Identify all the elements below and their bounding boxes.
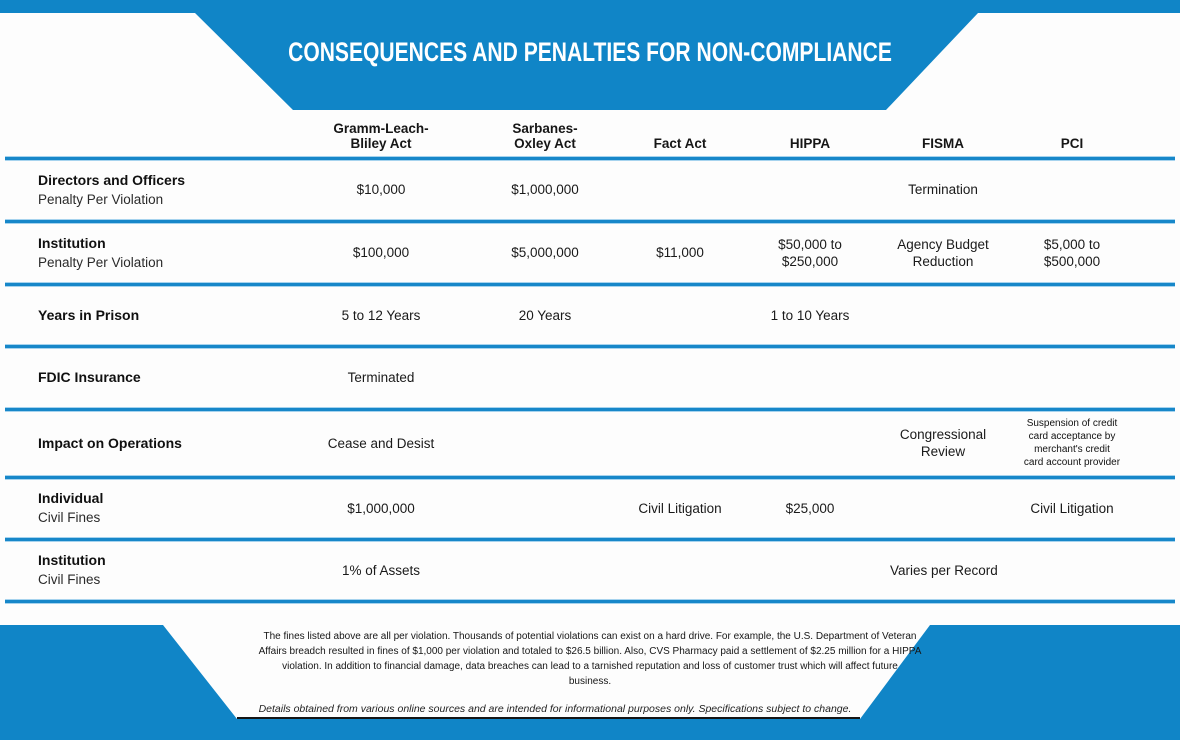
table-row: FDIC Insurance Terminated <box>0 346 1180 409</box>
table-cell: 1% of Assets <box>341 562 421 578</box>
table-cell: $25,000 <box>785 500 835 516</box>
separator-line <box>5 537 1175 542</box>
table-cell: Suspension of credit card acceptance by … <box>1023 418 1121 468</box>
row-label: Institution <box>38 234 106 251</box>
table-row: Directors and Officers Penalty Per Viola… <box>0 158 1180 221</box>
column-header-hippa: HIPPA <box>789 136 831 151</box>
footer-note: The fines listed above are all per viola… <box>258 631 922 687</box>
row-sublabel: Civil Fines <box>38 510 101 525</box>
row-label: FDIC Insurance <box>38 369 141 385</box>
table-cell: $1,000,000 <box>511 182 579 197</box>
table-row: Years in Prison 5 to 12 Years 20 Years 1… <box>0 284 1180 346</box>
table-cell: Cease and Desist <box>327 435 435 451</box>
row-label-cell: Directors and Officers Penalty Per Viola… <box>0 171 302 209</box>
row-sublabel: Civil Fines <box>38 572 101 587</box>
table-cell: Termination <box>908 182 978 197</box>
column-header-fisma: FISMA <box>922 136 964 151</box>
row-label-cell: Impact on Operations <box>0 434 302 453</box>
table-row: Individual Civil Fines $1,000,000 Civil … <box>0 477 1180 539</box>
separator-line <box>5 282 1175 287</box>
table-cell: $1,000,000 <box>347 500 415 516</box>
separator-line <box>5 156 1175 161</box>
row-label: Impact on Operations <box>38 434 182 451</box>
table-cell: $5,000,000 <box>511 245 579 260</box>
row-label: Years in Prison <box>38 306 140 323</box>
row-label: Institution <box>38 552 106 568</box>
divider-line <box>237 717 860 719</box>
table-cell: 1 to 10 Years <box>770 307 850 323</box>
page-title: CONSEQUENCES AND PENALTIES FOR NON-COMPL… <box>288 37 892 67</box>
column-header-pci: PCI <box>1060 136 1084 151</box>
footer-disclaimer: Details obtained from various online sou… <box>258 703 852 715</box>
table-cell: $10,000 <box>356 182 406 197</box>
penalties-table: Gramm-Leach- Bliley Act Sarbanes- Oxley … <box>0 110 1180 601</box>
row-sublabel: Penalty Per Violation <box>38 254 164 270</box>
table-cell: $5,000 to $500,000 <box>1043 236 1101 269</box>
table-cell: Civil Litigation <box>638 500 722 516</box>
table-header-row: Gramm-Leach- Bliley Act Sarbanes- Oxley … <box>0 110 1180 158</box>
table-cell: $11,000 <box>656 245 704 260</box>
table-cell: Congressional Review <box>899 427 987 459</box>
row-label-cell: FDIC Insurance <box>0 368 302 387</box>
table-cell: 5 to 12 Years <box>341 307 421 323</box>
separator-line <box>5 475 1175 480</box>
row-sublabel: Penalty Per Violation <box>38 191 164 207</box>
table-row: Impact on Operations Cease and Desist Co… <box>0 409 1180 477</box>
row-label-cell: Years in Prison <box>0 306 302 325</box>
table-cell: Agency Budget Reduction <box>897 236 989 269</box>
row-label-cell: Individual Civil Fines <box>0 489 302 527</box>
separator-line <box>5 219 1175 224</box>
separator-line <box>5 344 1175 349</box>
row-label-cell: Institution Penalty Per Violation <box>0 234 302 272</box>
row-label-cell: Institution Civil Fines <box>0 551 302 589</box>
row-label: Directors and Officers <box>38 171 186 188</box>
column-header-fact-act: Fact Act <box>653 136 707 151</box>
table-row: Institution Civil Fines 1% of Assets Var… <box>0 539 1180 601</box>
table-cell: $100,000 <box>352 245 410 260</box>
table-row: Institution Penalty Per Violation $100,0… <box>0 221 1180 284</box>
table-cell: Terminated <box>347 370 415 385</box>
table-cell: 20 Years <box>518 307 572 323</box>
column-header-sarbanes-oxley: Sarbanes- Oxley Act <box>512 121 578 151</box>
table-cell: Varies per Record <box>890 562 998 578</box>
row-label: Individual <box>38 490 104 506</box>
table-cell: Civil Litigation <box>1030 500 1114 516</box>
separator-line <box>5 407 1175 412</box>
separator-line <box>5 599 1175 604</box>
column-header-gramm-leach-bliley: Gramm-Leach- Bliley Act <box>333 121 429 151</box>
table-cell: $50,000 to $250,000 <box>778 236 842 269</box>
